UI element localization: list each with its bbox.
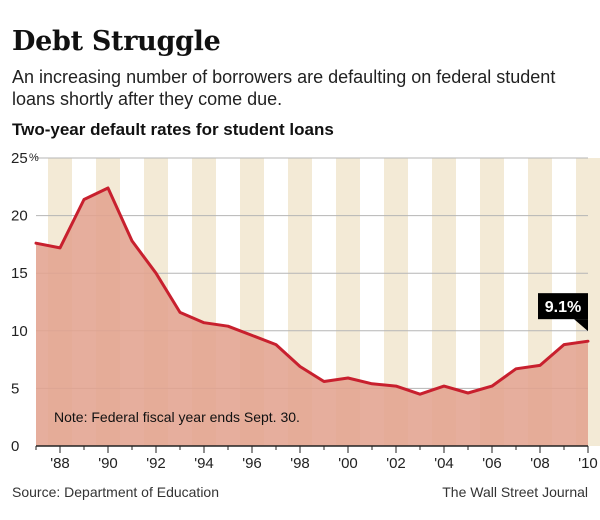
- y-axis-ticks: 0 5 10 15 20 25%: [11, 150, 39, 455]
- y-tick-label: 15: [11, 265, 28, 282]
- x-tick-label: '94: [194, 455, 214, 472]
- x-tick-label: '90: [98, 455, 118, 472]
- x-tick-label: '08: [530, 455, 550, 472]
- x-axis-ticks: '88 '90 '92 '94 '96 '98 '00 '02 '04 '06 '08 '10: [35, 446, 598, 472]
- x-tick-label: '04: [434, 455, 454, 472]
- x-tick-label: '96: [242, 455, 262, 472]
- x-tick-label: '10: [578, 455, 598, 472]
- callout-box: [538, 293, 588, 320]
- publisher-credit: The Wall Street Journal: [442, 484, 588, 500]
- chart-note: Note: Federal fiscal year ends Sept. 30.: [54, 409, 300, 425]
- x-tick-label: '92: [146, 455, 166, 472]
- x-tick-label: '00: [338, 455, 358, 472]
- default-rate-area: [36, 188, 588, 446]
- y-tick-label: 25: [11, 150, 28, 167]
- source-credit: Source: Department of Education: [12, 484, 220, 500]
- chart-heading: Two-year default rates for student loans: [12, 120, 334, 139]
- y-unit-label: %: [29, 152, 39, 164]
- latest-value-callout: 9.1%: [538, 293, 588, 332]
- y-tick-label: 10: [11, 323, 28, 340]
- callout-label: 9.1%: [545, 299, 581, 316]
- callout-pointer: [574, 319, 588, 332]
- y-tick-label: 0: [11, 438, 19, 455]
- x-tick-label: '06: [482, 455, 502, 472]
- x-tick-label: '88: [50, 455, 70, 472]
- x-tick-label: '98: [290, 455, 310, 472]
- default-rate-line: [34, 186, 590, 396]
- chart-title: Debt Struggle: [12, 26, 221, 57]
- chart-subtitle: An increasing number of borrowers are de…: [12, 67, 556, 109]
- x-tick-label: '02: [386, 455, 406, 472]
- y-tick-label: 5: [11, 380, 19, 397]
- y-tick-label: 20: [11, 208, 28, 225]
